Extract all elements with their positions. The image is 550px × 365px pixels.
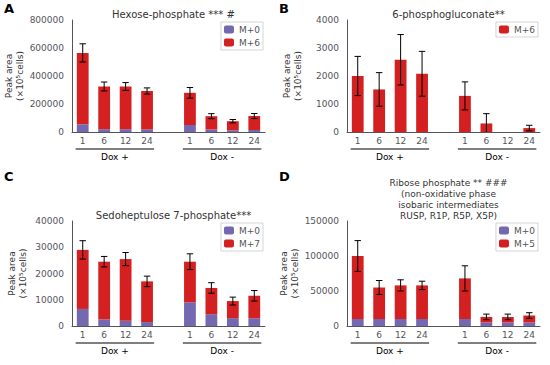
svg-text:6-phosphogluconate**: 6-phosphogluconate**: [392, 9, 504, 20]
svg-text:40000: 40000: [35, 216, 64, 226]
svg-text:1: 1: [187, 330, 193, 340]
svg-text:12: 12: [227, 330, 238, 340]
svg-text:M+5: M+5: [514, 239, 535, 249]
svg-text:Hexose-phosphate *** #: Hexose-phosphate *** #: [112, 9, 235, 20]
svg-text:M+6: M+6: [514, 25, 535, 35]
svg-text:(non-oxidative phase: (non-oxidative phase: [401, 189, 496, 199]
svg-text:50000: 50000: [310, 286, 339, 296]
svg-text:1: 1: [462, 136, 468, 146]
svg-text:600000: 600000: [30, 43, 65, 53]
svg-text:6: 6: [376, 330, 382, 340]
svg-text:D: D: [279, 169, 290, 184]
svg-text:Dox +: Dox +: [376, 346, 404, 356]
svg-text:RUSP, R1P, R5P, X5P): RUSP, R1P, R5P, X5P): [400, 211, 497, 221]
svg-text:1: 1: [355, 330, 361, 340]
svg-text:1: 1: [462, 330, 468, 340]
svg-text:M+0: M+0: [239, 226, 260, 236]
svg-text:2000: 2000: [316, 71, 339, 81]
svg-text:3000: 3000: [316, 43, 339, 53]
svg-text:1000: 1000: [316, 99, 339, 109]
svg-text:24: 24: [249, 330, 261, 340]
svg-text:6: 6: [484, 330, 490, 340]
svg-text:Dox +: Dox +: [376, 152, 404, 162]
svg-text:24: 24: [416, 136, 428, 146]
svg-text:0: 0: [58, 127, 64, 137]
svg-text:20000: 20000: [35, 269, 64, 279]
svg-text:0: 0: [333, 321, 339, 331]
svg-text:12: 12: [120, 330, 131, 340]
svg-text:Dox -: Dox -: [210, 346, 234, 356]
svg-text:24: 24: [416, 330, 428, 340]
svg-text:Dox +: Dox +: [101, 152, 129, 162]
svg-text:6: 6: [484, 136, 490, 146]
svg-text:1: 1: [80, 136, 86, 146]
svg-text:12: 12: [395, 330, 406, 340]
svg-text:Peak area: Peak area: [7, 251, 17, 295]
svg-text:6: 6: [209, 330, 215, 340]
svg-text:12: 12: [502, 136, 513, 146]
svg-text:12: 12: [227, 136, 238, 146]
svg-text:1: 1: [187, 136, 193, 146]
svg-text:A: A: [4, 1, 14, 16]
svg-text:isobaric intermediates: isobaric intermediates: [398, 200, 499, 210]
svg-text:0: 0: [58, 321, 64, 331]
svg-text:1: 1: [355, 136, 361, 146]
svg-text:Dox -: Dox -: [485, 152, 509, 162]
svg-text:Dox -: Dox -: [485, 346, 509, 356]
svg-text:1: 1: [80, 330, 86, 340]
svg-text:12: 12: [395, 136, 406, 146]
svg-text:Dox +: Dox +: [101, 346, 129, 356]
svg-text:M+7: M+7: [239, 239, 260, 249]
svg-text:24: 24: [141, 136, 153, 146]
svg-text:Peak area: Peak area: [4, 54, 14, 98]
svg-text:(×10⁵cells): (×10⁵cells): [293, 51, 303, 101]
svg-text:(×10⁵cells): (×10⁵cells): [15, 51, 25, 101]
svg-text:200000: 200000: [30, 99, 65, 109]
svg-text:24: 24: [141, 330, 153, 340]
svg-text:10000: 10000: [35, 295, 64, 305]
svg-text:(×10⁵cells): (×10⁵cells): [18, 249, 28, 299]
svg-text:30000: 30000: [35, 242, 64, 252]
svg-text:4000: 4000: [316, 15, 339, 25]
svg-text:24: 24: [524, 136, 536, 146]
svg-text:B: B: [279, 1, 289, 16]
svg-text:6: 6: [209, 136, 215, 146]
svg-text:24: 24: [249, 136, 261, 146]
svg-text:Peak area: Peak area: [282, 54, 292, 98]
svg-text:Dox -: Dox -: [210, 152, 234, 162]
svg-text:400000: 400000: [30, 71, 65, 81]
svg-text:150000: 150000: [305, 216, 340, 226]
svg-text:M+6: M+6: [239, 38, 260, 48]
svg-text:Sedoheptulose 7-phosphate***: Sedoheptulose 7-phosphate***: [96, 210, 251, 221]
svg-text:Peak area: Peak area: [279, 251, 289, 295]
svg-text:100000: 100000: [305, 251, 340, 261]
svg-text:C: C: [4, 169, 14, 184]
svg-text:Ribose phosphate ** ###: Ribose phosphate ** ###: [389, 178, 507, 188]
svg-text:12: 12: [120, 136, 131, 146]
svg-text:800000: 800000: [30, 15, 65, 25]
svg-text:6: 6: [376, 136, 382, 146]
svg-text:12: 12: [502, 330, 513, 340]
svg-text:24: 24: [524, 330, 536, 340]
svg-text:(×10⁵cells): (×10⁵cells): [290, 249, 300, 299]
svg-text:6: 6: [101, 330, 107, 340]
svg-text:0: 0: [333, 127, 339, 137]
svg-text:M+0: M+0: [239, 25, 260, 35]
svg-text:6: 6: [101, 136, 107, 146]
svg-text:M+0: M+0: [514, 226, 535, 236]
